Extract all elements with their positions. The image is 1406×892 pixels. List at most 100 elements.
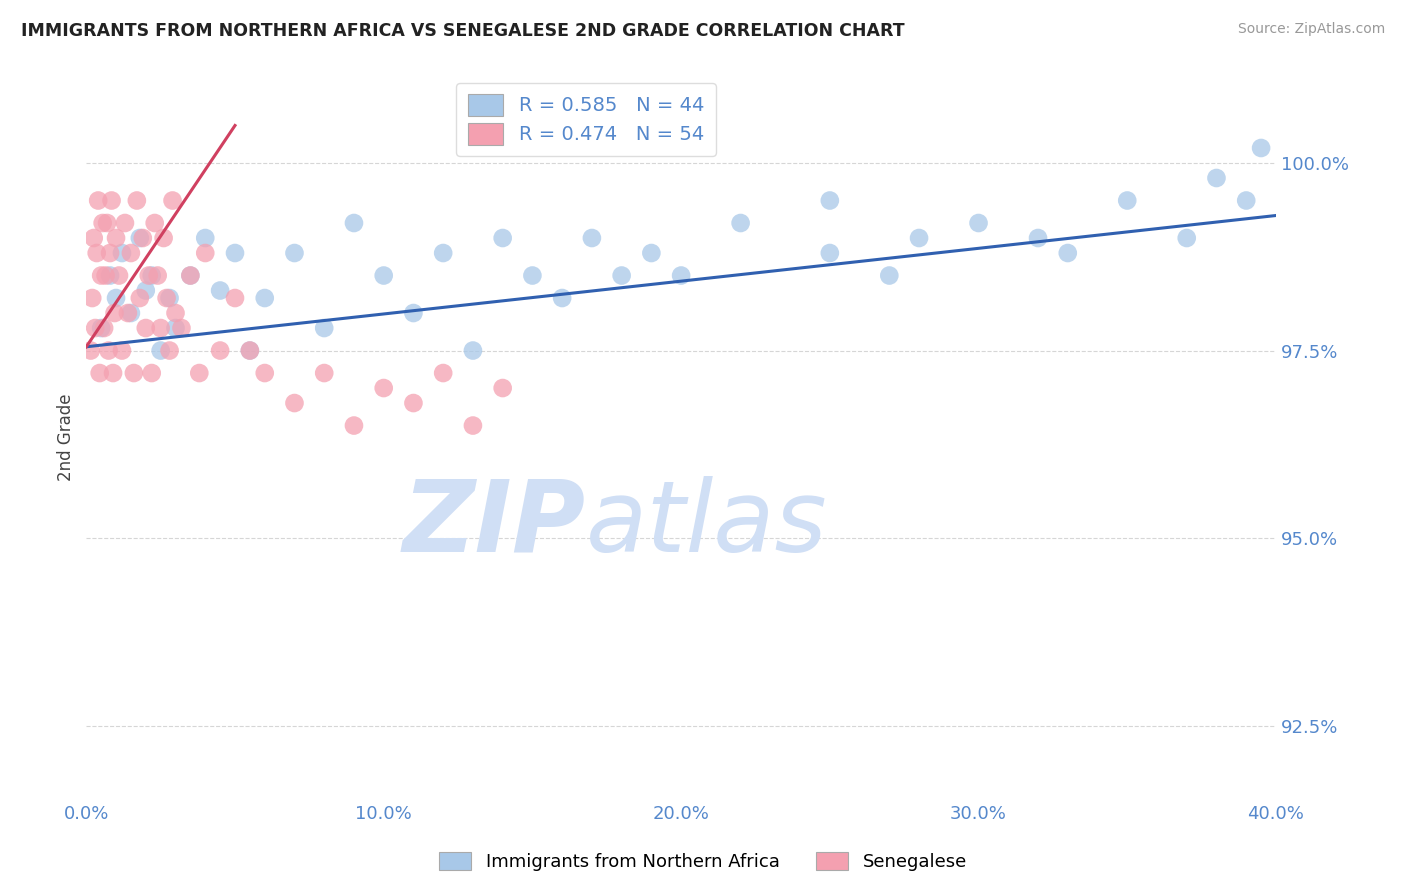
Point <box>194 231 217 245</box>
Point <box>83 231 105 245</box>
Point <box>461 418 484 433</box>
Point <box>1234 194 1257 208</box>
Point <box>90 268 112 283</box>
Point <box>879 268 901 283</box>
Point <box>283 396 305 410</box>
Point <box>209 284 232 298</box>
Point <box>117 306 139 320</box>
Point <box>100 194 122 208</box>
Point <box>209 343 232 358</box>
Point <box>96 216 118 230</box>
Point <box>135 284 157 298</box>
Point <box>82 291 104 305</box>
Point <box>105 291 128 305</box>
Legend: Immigrants from Northern Africa, Senegalese: Immigrants from Northern Africa, Senegal… <box>432 845 974 879</box>
Point <box>159 343 181 358</box>
Point <box>159 291 181 305</box>
Point <box>120 306 142 320</box>
Point <box>128 231 150 245</box>
Point <box>1026 231 1049 245</box>
Point <box>343 216 366 230</box>
Point <box>162 194 184 208</box>
Point <box>343 418 366 433</box>
Point <box>967 216 990 230</box>
Point <box>239 343 262 358</box>
Point <box>253 291 276 305</box>
Y-axis label: 2nd Grade: 2nd Grade <box>58 393 75 481</box>
Point <box>149 321 172 335</box>
Point <box>1175 231 1198 245</box>
Point <box>103 306 125 320</box>
Point <box>314 366 336 380</box>
Point <box>152 231 174 245</box>
Point <box>818 194 841 208</box>
Text: atlas: atlas <box>586 475 828 573</box>
Point <box>224 246 246 260</box>
Point <box>165 306 187 320</box>
Point <box>461 343 484 358</box>
Text: ZIP: ZIP <box>404 475 586 573</box>
Point <box>253 366 276 380</box>
Point <box>141 268 163 283</box>
Point <box>87 194 110 208</box>
Point <box>94 268 117 283</box>
Point <box>188 366 211 380</box>
Point <box>165 321 187 335</box>
Point <box>581 231 603 245</box>
Point <box>111 343 134 358</box>
Point <box>402 306 425 320</box>
Point <box>492 381 515 395</box>
Point <box>105 231 128 245</box>
Point <box>98 246 121 260</box>
Point <box>1205 171 1227 186</box>
Point <box>141 366 163 380</box>
Point <box>669 268 692 283</box>
Point <box>101 366 124 380</box>
Point <box>179 268 201 283</box>
Point <box>224 291 246 305</box>
Point <box>132 231 155 245</box>
Point <box>730 216 752 230</box>
Point <box>111 246 134 260</box>
Point <box>135 321 157 335</box>
Point <box>98 268 121 283</box>
Point <box>125 194 148 208</box>
Point <box>239 343 262 358</box>
Point <box>640 246 662 260</box>
Point <box>522 268 544 283</box>
Point <box>93 321 115 335</box>
Point <box>80 343 103 358</box>
Point <box>908 231 931 245</box>
Point <box>138 268 160 283</box>
Point <box>170 321 193 335</box>
Point <box>146 268 169 283</box>
Point <box>283 246 305 260</box>
Point <box>97 343 120 358</box>
Text: Source: ZipAtlas.com: Source: ZipAtlas.com <box>1237 22 1385 37</box>
Point <box>84 321 107 335</box>
Point <box>818 246 841 260</box>
Point <box>402 396 425 410</box>
Legend: R = 0.585   N = 44, R = 0.474   N = 54: R = 0.585 N = 44, R = 0.474 N = 54 <box>457 83 716 156</box>
Point <box>194 246 217 260</box>
Point <box>91 216 114 230</box>
Point <box>179 268 201 283</box>
Point <box>122 366 145 380</box>
Point <box>373 268 395 283</box>
Point <box>143 216 166 230</box>
Point <box>155 291 177 305</box>
Point <box>149 343 172 358</box>
Point <box>610 268 633 283</box>
Point <box>120 246 142 260</box>
Point <box>1056 246 1078 260</box>
Point <box>90 321 112 335</box>
Point <box>373 381 395 395</box>
Point <box>432 366 454 380</box>
Point <box>1250 141 1272 155</box>
Point <box>86 246 108 260</box>
Point <box>128 291 150 305</box>
Point <box>89 366 111 380</box>
Point <box>492 231 515 245</box>
Text: IMMIGRANTS FROM NORTHERN AFRICA VS SENEGALESE 2ND GRADE CORRELATION CHART: IMMIGRANTS FROM NORTHERN AFRICA VS SENEG… <box>21 22 904 40</box>
Point <box>432 246 454 260</box>
